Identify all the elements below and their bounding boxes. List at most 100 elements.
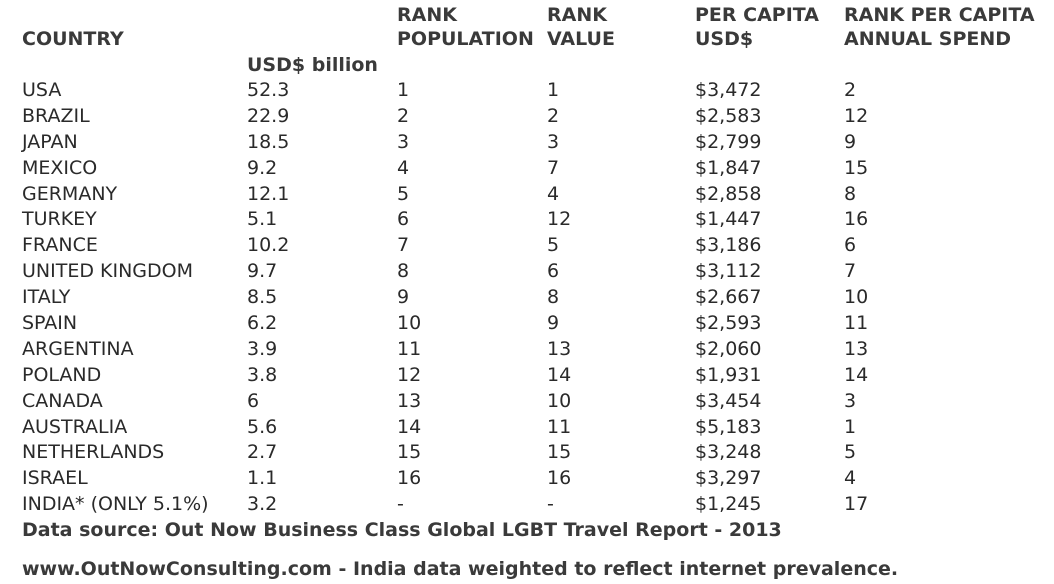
header-rank-value-line-1: RANK: [547, 4, 607, 26]
cell-rank-population: 16: [397, 467, 422, 490]
data-table-body: USA 52.3 1 1 $3,472 2 BRAZIL 22.9 2 2 $2,583 12 JAPA…: [22, 78, 1042, 518]
cell-per-capita-usd: $1,931: [695, 363, 762, 386]
cell-rank-per-capita: 8: [844, 182, 857, 205]
cell-rank-population: 15: [397, 441, 422, 464]
cell-rank-per-capita: 5: [844, 441, 857, 464]
table-row: POLAND 3.8 12 14 $1,931 14: [22, 363, 1042, 389]
table-row: JAPAN 18.5 3 3 $2,799 9: [22, 130, 1042, 156]
cell-country: SPAIN: [22, 312, 78, 335]
header-country: COUNTRY: [22, 27, 124, 51]
cell-rank-value: -: [547, 493, 554, 516]
cell-value-usd-billion: 8.5: [247, 286, 278, 309]
cell-value-usd-billion: 5.6: [247, 415, 278, 438]
table-row: INDIA* (ONLY 5.1%) 3.2 - - $1,245 17: [22, 492, 1042, 518]
header-country-line-1: COUNTRY: [22, 28, 124, 50]
cell-rank-population: 10: [397, 312, 422, 335]
cell-per-capita-usd: $3,112: [695, 260, 762, 283]
table-row: NETHERLANDS 2.7 15 15 $3,248 5: [22, 440, 1042, 466]
cell-per-capita-usd: $1,245: [695, 493, 762, 516]
cell-rank-population: 1: [397, 79, 410, 101]
cell-value-usd-billion: 18.5: [247, 130, 290, 153]
cell-country: NETHERLANDS: [22, 441, 165, 464]
cell-value-usd-billion: 22.9: [247, 104, 290, 127]
cell-rank-per-capita: 16: [844, 208, 869, 231]
cell-rank-value: 8: [547, 286, 560, 309]
cell-rank-per-capita: 14: [844, 363, 869, 386]
cell-per-capita-usd: $3,472: [695, 79, 762, 101]
header-rank-value: RANK VALUE: [547, 3, 615, 51]
table-row: FRANCE 10.2 7 5 $3,186 6: [22, 233, 1042, 259]
cell-per-capita-usd: $2,799: [695, 130, 762, 153]
cell-rank-value: 6: [547, 260, 560, 283]
cell-rank-per-capita: 4: [844, 467, 857, 490]
table-row: ISRAEL 1.1 16 16 $3,297 4: [22, 466, 1042, 492]
cell-rank-population: 5: [397, 182, 410, 205]
cell-country: ITALY: [22, 286, 71, 309]
cell-value-usd-billion: 52.3: [247, 79, 290, 101]
cell-per-capita-usd: $3,186: [695, 234, 762, 257]
cell-rank-population: 7: [397, 234, 410, 257]
table-row: UNITED KINGDOM 9.7 8 6 $3,112 7: [22, 259, 1042, 285]
table-row: SPAIN 6.2 10 9 $2,593 11: [22, 311, 1042, 337]
cell-country: MEXICO: [22, 156, 98, 179]
cell-value-usd-billion: 3.9: [247, 337, 278, 360]
cell-rank-population: 8: [397, 260, 410, 283]
table-row: GERMANY 12.1 5 4 $2,858 8: [22, 182, 1042, 208]
cell-value-usd-billion: 10.2: [247, 234, 290, 257]
cell-rank-value: 5: [547, 234, 560, 257]
cell-per-capita-usd: $2,060: [695, 337, 762, 360]
cell-rank-per-capita: 1: [844, 415, 857, 438]
cell-rank-per-capita: 3: [844, 389, 857, 412]
cell-country: INDIA* (ONLY 5.1%): [22, 493, 209, 516]
header-rank-population: RANK POPULATION: [397, 3, 534, 51]
cell-rank-value: 9: [547, 312, 560, 335]
cell-country: AUSTRALIA: [22, 415, 128, 438]
header-rank-population-line-2: POPULATION: [397, 28, 534, 50]
table-row: AUSTRALIA 5.6 14 11 $5,183 1: [22, 415, 1042, 441]
header-rank-per-capita-line-2: ANNUAL SPEND: [844, 28, 1012, 50]
cell-country: TURKEY: [22, 208, 97, 231]
header-rank-per-capita-line-1: RANK PER CAPITA: [844, 4, 1035, 26]
cell-rank-per-capita: 15: [844, 156, 869, 179]
cell-rank-population: -: [397, 493, 404, 516]
cell-rank-value: 11: [547, 415, 572, 438]
cell-per-capita-usd: $2,667: [695, 286, 762, 309]
cell-rank-value: 15: [547, 441, 572, 464]
cell-country: ARGENTINA: [22, 337, 134, 360]
cell-rank-population: 14: [397, 415, 422, 438]
cell-per-capita-usd: $3,248: [695, 441, 762, 464]
cell-rank-population: 13: [397, 389, 422, 412]
header-value-unit: USD$ billion: [247, 53, 378, 77]
cell-country: USA: [22, 79, 62, 101]
cell-rank-per-capita: 7: [844, 260, 857, 283]
cell-rank-per-capita: 2: [844, 79, 857, 101]
cell-rank-value: 13: [547, 337, 572, 360]
cell-rank-per-capita: 6: [844, 234, 857, 257]
cell-rank-per-capita: 9: [844, 130, 857, 153]
table-row: ITALY 8.5 9 8 $2,667 10: [22, 285, 1042, 311]
cell-value-usd-billion: 3.8: [247, 363, 278, 386]
table-row: BRAZIL 22.9 2 2 $2,583 12: [22, 104, 1042, 130]
cell-value-usd-billion: 3.2: [247, 493, 278, 516]
header-rank-per-capita: RANK PER CAPITA ANNUAL SPEND: [844, 3, 1035, 51]
cell-value-usd-billion: 6.2: [247, 312, 278, 335]
cell-rank-per-capita: 17: [844, 493, 869, 516]
cell-country: JAPAN: [22, 130, 78, 153]
cell-per-capita-usd: $2,858: [695, 182, 762, 205]
table-row: TURKEY 5.1 6 12 $1,447 16: [22, 207, 1042, 233]
cell-rank-value: 10: [547, 389, 572, 412]
cell-per-capita-usd: $3,297: [695, 467, 762, 490]
header-value-unit-line-1: USD$ billion: [247, 54, 378, 76]
cell-rank-value: 3: [547, 130, 560, 153]
cell-country: BRAZIL: [22, 104, 90, 127]
cell-rank-population: 11: [397, 337, 422, 360]
cell-value-usd-billion: 2.7: [247, 441, 278, 464]
header-per-capita-line-1: PER CAPITA: [695, 4, 819, 26]
cell-rank-population: 2: [397, 104, 410, 127]
cell-country: GERMANY: [22, 182, 118, 205]
cell-rank-value: 14: [547, 363, 572, 386]
table-row: MEXICO 9.2 4 7 $1,847 15: [22, 156, 1042, 182]
cell-country: FRANCE: [22, 234, 98, 257]
cell-rank-value: 12: [547, 208, 572, 231]
cell-rank-per-capita: 12: [844, 104, 869, 127]
